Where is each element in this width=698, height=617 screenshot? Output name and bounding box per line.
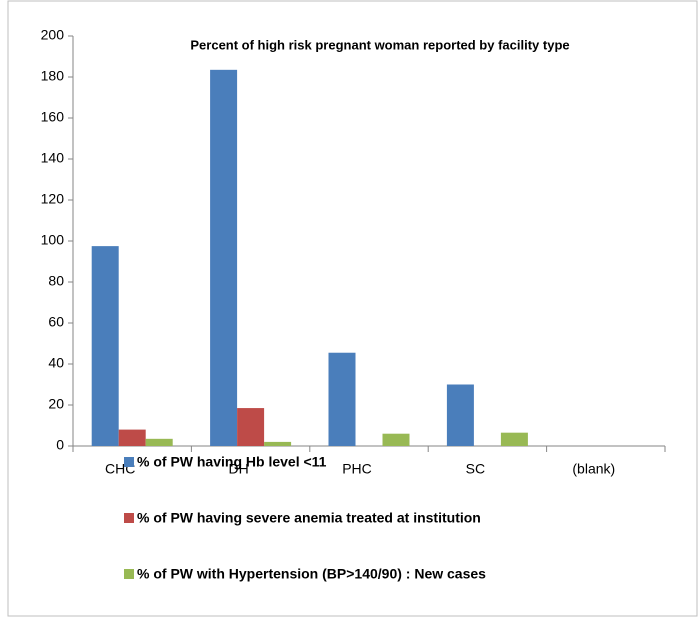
legend-label: % of PW having Hb level <11 — [137, 454, 327, 470]
bar — [237, 408, 265, 446]
bar — [264, 441, 292, 446]
y-tick-label: 80 — [48, 273, 64, 289]
bar — [446, 384, 474, 446]
bar — [118, 429, 146, 446]
chart-border — [7, 0, 698, 617]
y-tick-label: 120 — [41, 191, 65, 207]
y-tick-label: 60 — [48, 314, 64, 330]
y-tick-label: 200 — [41, 27, 65, 43]
bar — [382, 433, 410, 446]
bar — [91, 246, 119, 446]
y-tick-label: 40 — [48, 355, 64, 371]
x-tick-label: SC — [466, 461, 485, 477]
x-tick-label: DH — [228, 461, 248, 477]
y-tick-label: 100 — [41, 232, 65, 248]
legend-swatch — [124, 513, 134, 523]
y-tick-label: 20 — [48, 396, 64, 412]
legend-label: % of PW with Hypertension (BP>140/90) : … — [137, 566, 486, 582]
legend-swatch — [124, 569, 134, 579]
legend-label: % of PW having severe anemia treated at … — [137, 510, 481, 526]
x-tick-label: PHC — [342, 461, 372, 477]
bar — [145, 438, 173, 446]
chart-title: Percent of high risk pregnant woman repo… — [190, 37, 569, 52]
y-tick-label: 180 — [41, 68, 65, 84]
x-tick-label: (blank) — [572, 461, 615, 477]
bar — [500, 432, 528, 446]
bar — [328, 352, 356, 446]
bar — [210, 69, 238, 446]
y-tick-label: 0 — [56, 437, 64, 453]
y-tick-label: 140 — [41, 150, 65, 166]
legend-swatch — [124, 457, 134, 467]
y-tick-label: 160 — [41, 109, 65, 125]
